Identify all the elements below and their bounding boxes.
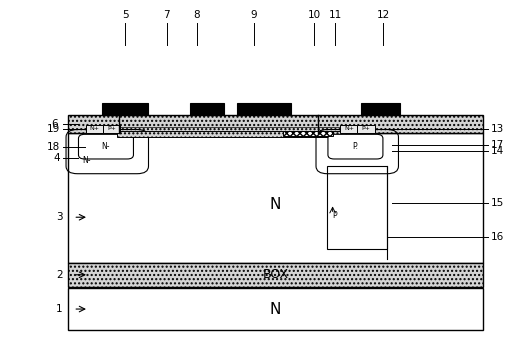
Text: N+: N+ (344, 126, 354, 131)
Text: 8: 8 (193, 10, 200, 20)
Text: BOX: BOX (263, 268, 289, 281)
Bar (68, 263, 483, 287)
Text: 14: 14 (491, 147, 504, 157)
Bar (118, 130, 346, 137)
Text: 4: 4 (54, 153, 60, 163)
Bar (283, 131, 333, 136)
Text: P.: P. (353, 142, 358, 151)
Text: 16: 16 (491, 232, 504, 241)
Text: P+: P+ (361, 126, 370, 131)
Bar (68, 289, 483, 330)
Bar (103, 125, 121, 132)
Text: N-: N- (102, 142, 110, 151)
Text: 18: 18 (47, 142, 60, 152)
Text: 19: 19 (47, 124, 60, 134)
Text: 1: 1 (56, 304, 63, 314)
Text: P: P (333, 212, 337, 221)
Text: N: N (270, 197, 281, 212)
Text: 17: 17 (491, 140, 504, 150)
Bar (102, 104, 149, 116)
Text: 11: 11 (329, 10, 342, 20)
Text: N: N (270, 302, 281, 316)
Text: 6: 6 (51, 119, 58, 129)
Text: 7: 7 (163, 10, 170, 20)
Bar (86, 125, 103, 132)
Text: P+: P+ (108, 126, 116, 131)
Bar (361, 104, 400, 116)
Text: 12: 12 (377, 10, 390, 20)
Text: 5: 5 (122, 10, 128, 20)
FancyBboxPatch shape (328, 134, 383, 159)
Bar (68, 132, 483, 263)
Text: 3: 3 (56, 212, 63, 222)
Bar (68, 116, 483, 132)
Bar (328, 166, 387, 249)
Bar (341, 125, 357, 132)
Bar (357, 125, 374, 132)
Text: 2: 2 (56, 270, 63, 280)
Text: 9: 9 (251, 10, 257, 20)
Text: 10: 10 (308, 10, 321, 20)
Text: N+: N+ (90, 126, 100, 131)
Text: 13: 13 (491, 124, 504, 134)
Bar (190, 104, 224, 116)
FancyBboxPatch shape (79, 134, 134, 159)
Text: N-: N- (83, 156, 91, 165)
Text: 15: 15 (491, 198, 504, 208)
Bar (237, 104, 291, 116)
